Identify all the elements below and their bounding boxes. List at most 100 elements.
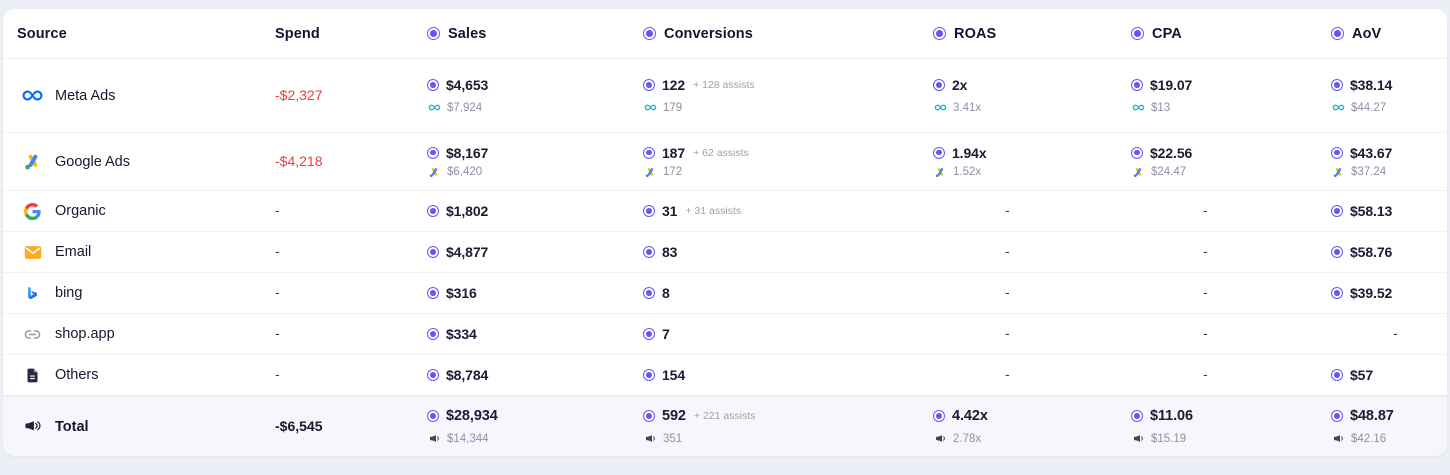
megaphone-mini-icon — [428, 432, 441, 445]
column-header-conversions[interactable]: Conversions — [643, 26, 933, 42]
cpa-cell: - — [1131, 366, 1331, 384]
conversions-value: 7 — [662, 326, 670, 342]
aov-cell: $43.67 $37.24 — [1331, 145, 1433, 179]
cpa-cell: - — [1131, 325, 1331, 343]
roas-value: - — [1005, 284, 1010, 300]
google-ads-mini-icon — [934, 166, 947, 179]
conversions-cell: 83 — [643, 244, 933, 260]
spend-value: - — [275, 284, 280, 300]
source-cell: bing — [17, 282, 275, 305]
column-label-roas: ROAS — [954, 25, 997, 42]
meta-mini-icon — [1132, 101, 1145, 114]
cpa-cell: $22.56 $24.47 — [1131, 145, 1331, 179]
table-row-google-ads[interactable]: Google Ads -$4,218 $8,167 $6,420 187 + 6… — [3, 133, 1447, 191]
roas-value: - — [1005, 366, 1010, 382]
google-ads-mini-icon — [428, 166, 441, 179]
pixel-attribution-icon — [643, 328, 655, 340]
column-header-aov[interactable]: AoV — [1331, 26, 1433, 42]
cpa-primary: $22.56 — [1131, 145, 1331, 161]
cpa-cell: $11.06 $15.19 — [1131, 408, 1331, 445]
table-row-meta-ads[interactable]: Meta Ads -$2,327 $4,653 $7,924 122 + 128… — [3, 59, 1447, 133]
pixel-attribution-icon — [1131, 410, 1143, 422]
spend-value: -$2,327 — [275, 86, 323, 103]
conversions-primary: 122 + 128 assists — [643, 77, 933, 93]
megaphone-mini-icon — [934, 432, 947, 445]
conversions-cell: 122 + 128 assists 179 — [643, 77, 933, 114]
cpa-value: - — [1203, 243, 1208, 259]
spend-value: - — [275, 325, 280, 341]
table-row-shop-app[interactable]: shop.app - $334 7 - - - — [3, 314, 1447, 355]
conversions-value: 154 — [662, 367, 686, 383]
aov-value: $58.13 — [1350, 203, 1393, 219]
aov-value: $39.52 — [1350, 285, 1393, 301]
source-cell: Organic — [17, 200, 275, 223]
meta-mini-icon — [934, 101, 947, 114]
column-header-roas[interactable]: ROAS — [933, 26, 1131, 42]
aov-primary: $58.13 — [1331, 203, 1433, 219]
roas-value: - — [1005, 202, 1010, 218]
spend-cell: - — [275, 366, 427, 384]
pixel-attribution-icon — [1131, 146, 1143, 159]
pixel-attribution-icon — [1131, 27, 1144, 40]
pixel-attribution-icon — [1331, 410, 1343, 422]
assists-label: + 62 assists — [693, 146, 749, 159]
roas-primary: 4.42x — [933, 408, 1131, 424]
sales-cell: $8,784 — [427, 367, 643, 383]
cpa-primary: $19.07 — [1131, 77, 1331, 93]
pixel-attribution-icon — [427, 246, 439, 258]
roas-cell: - — [933, 325, 1131, 343]
spend-cell: - — [275, 325, 427, 343]
sales-cell: $1,802 — [427, 203, 643, 219]
aov-primary: $58.76 — [1331, 244, 1433, 260]
google-g-icon — [21, 200, 44, 223]
column-header-sales[interactable]: Sales — [427, 26, 643, 42]
source-label: Others — [55, 367, 99, 383]
cpa-value: - — [1203, 284, 1208, 300]
sales-primary: $316 — [427, 285, 643, 301]
pixel-attribution-icon — [1331, 27, 1344, 40]
sales-cell: $4,653 $7,924 — [427, 77, 643, 114]
assists-label: + 221 assists — [693, 410, 756, 422]
roas-secondary: 1.52x — [933, 166, 1131, 179]
aov-cell: $48.87 $42.16 — [1331, 408, 1433, 445]
table-row-others[interactable]: Others - $8,784 154 - - $57 — [3, 355, 1447, 396]
roas-value: 1.94x — [952, 144, 987, 161]
roas-value: 2x — [952, 77, 968, 93]
conversions-cell: 8 — [643, 285, 933, 301]
spend-value: - — [275, 366, 280, 382]
google-ads-icon — [21, 150, 44, 173]
column-header-source[interactable]: Source — [17, 26, 275, 42]
table-row-email[interactable]: Email - $4,877 83 - - $58.76 — [3, 232, 1447, 273]
sales-primary: $4,653 — [427, 77, 643, 93]
pixel-attribution-icon — [427, 410, 439, 422]
cpa-secondary-value: $15.19 — [1151, 432, 1187, 445]
roas-cell: 4.42x 2.78x — [933, 408, 1131, 445]
sales-secondary-value: $14,344 — [447, 432, 489, 445]
source-cell: Email — [17, 241, 275, 264]
conversions-value: 187 — [662, 144, 686, 161]
column-label-aov: AoV — [1352, 25, 1382, 42]
aov-primary: $38.14 — [1331, 77, 1433, 93]
source-label: Google Ads — [55, 153, 130, 170]
pixel-attribution-icon — [933, 79, 945, 91]
pixel-attribution-icon — [1131, 79, 1143, 91]
table-row-bing[interactable]: bing - $316 8 - - $39.52 — [3, 273, 1447, 314]
column-header-spend[interactable]: Spend — [275, 26, 427, 42]
pixel-attribution-icon — [1331, 205, 1343, 217]
conversions-cell: 592 + 221 assists 351 — [643, 408, 933, 445]
aov-value: $58.76 — [1350, 244, 1393, 260]
meta-mini-icon — [644, 101, 657, 114]
source-label: Email — [55, 244, 92, 260]
aov-secondary-value: $37.24 — [1351, 166, 1387, 178]
table-row-organic[interactable]: Organic - $1,802 31 + 31 assists - - — [3, 191, 1447, 232]
spend-cell: - — [275, 243, 427, 261]
column-header-cpa[interactable]: CPA — [1131, 26, 1331, 42]
roas-primary: 1.94x — [933, 145, 1131, 161]
document-icon — [21, 364, 44, 387]
aov-secondary: $42.16 — [1331, 432, 1433, 445]
cpa-secondary: $15.19 — [1131, 432, 1331, 445]
sales-value: $8,167 — [446, 144, 489, 161]
link-icon — [21, 323, 44, 346]
table-row-total[interactable]: Total -$6,545 $28,934 $14,344 592 + 221 … — [3, 396, 1447, 456]
roas-value: - — [1005, 243, 1010, 259]
